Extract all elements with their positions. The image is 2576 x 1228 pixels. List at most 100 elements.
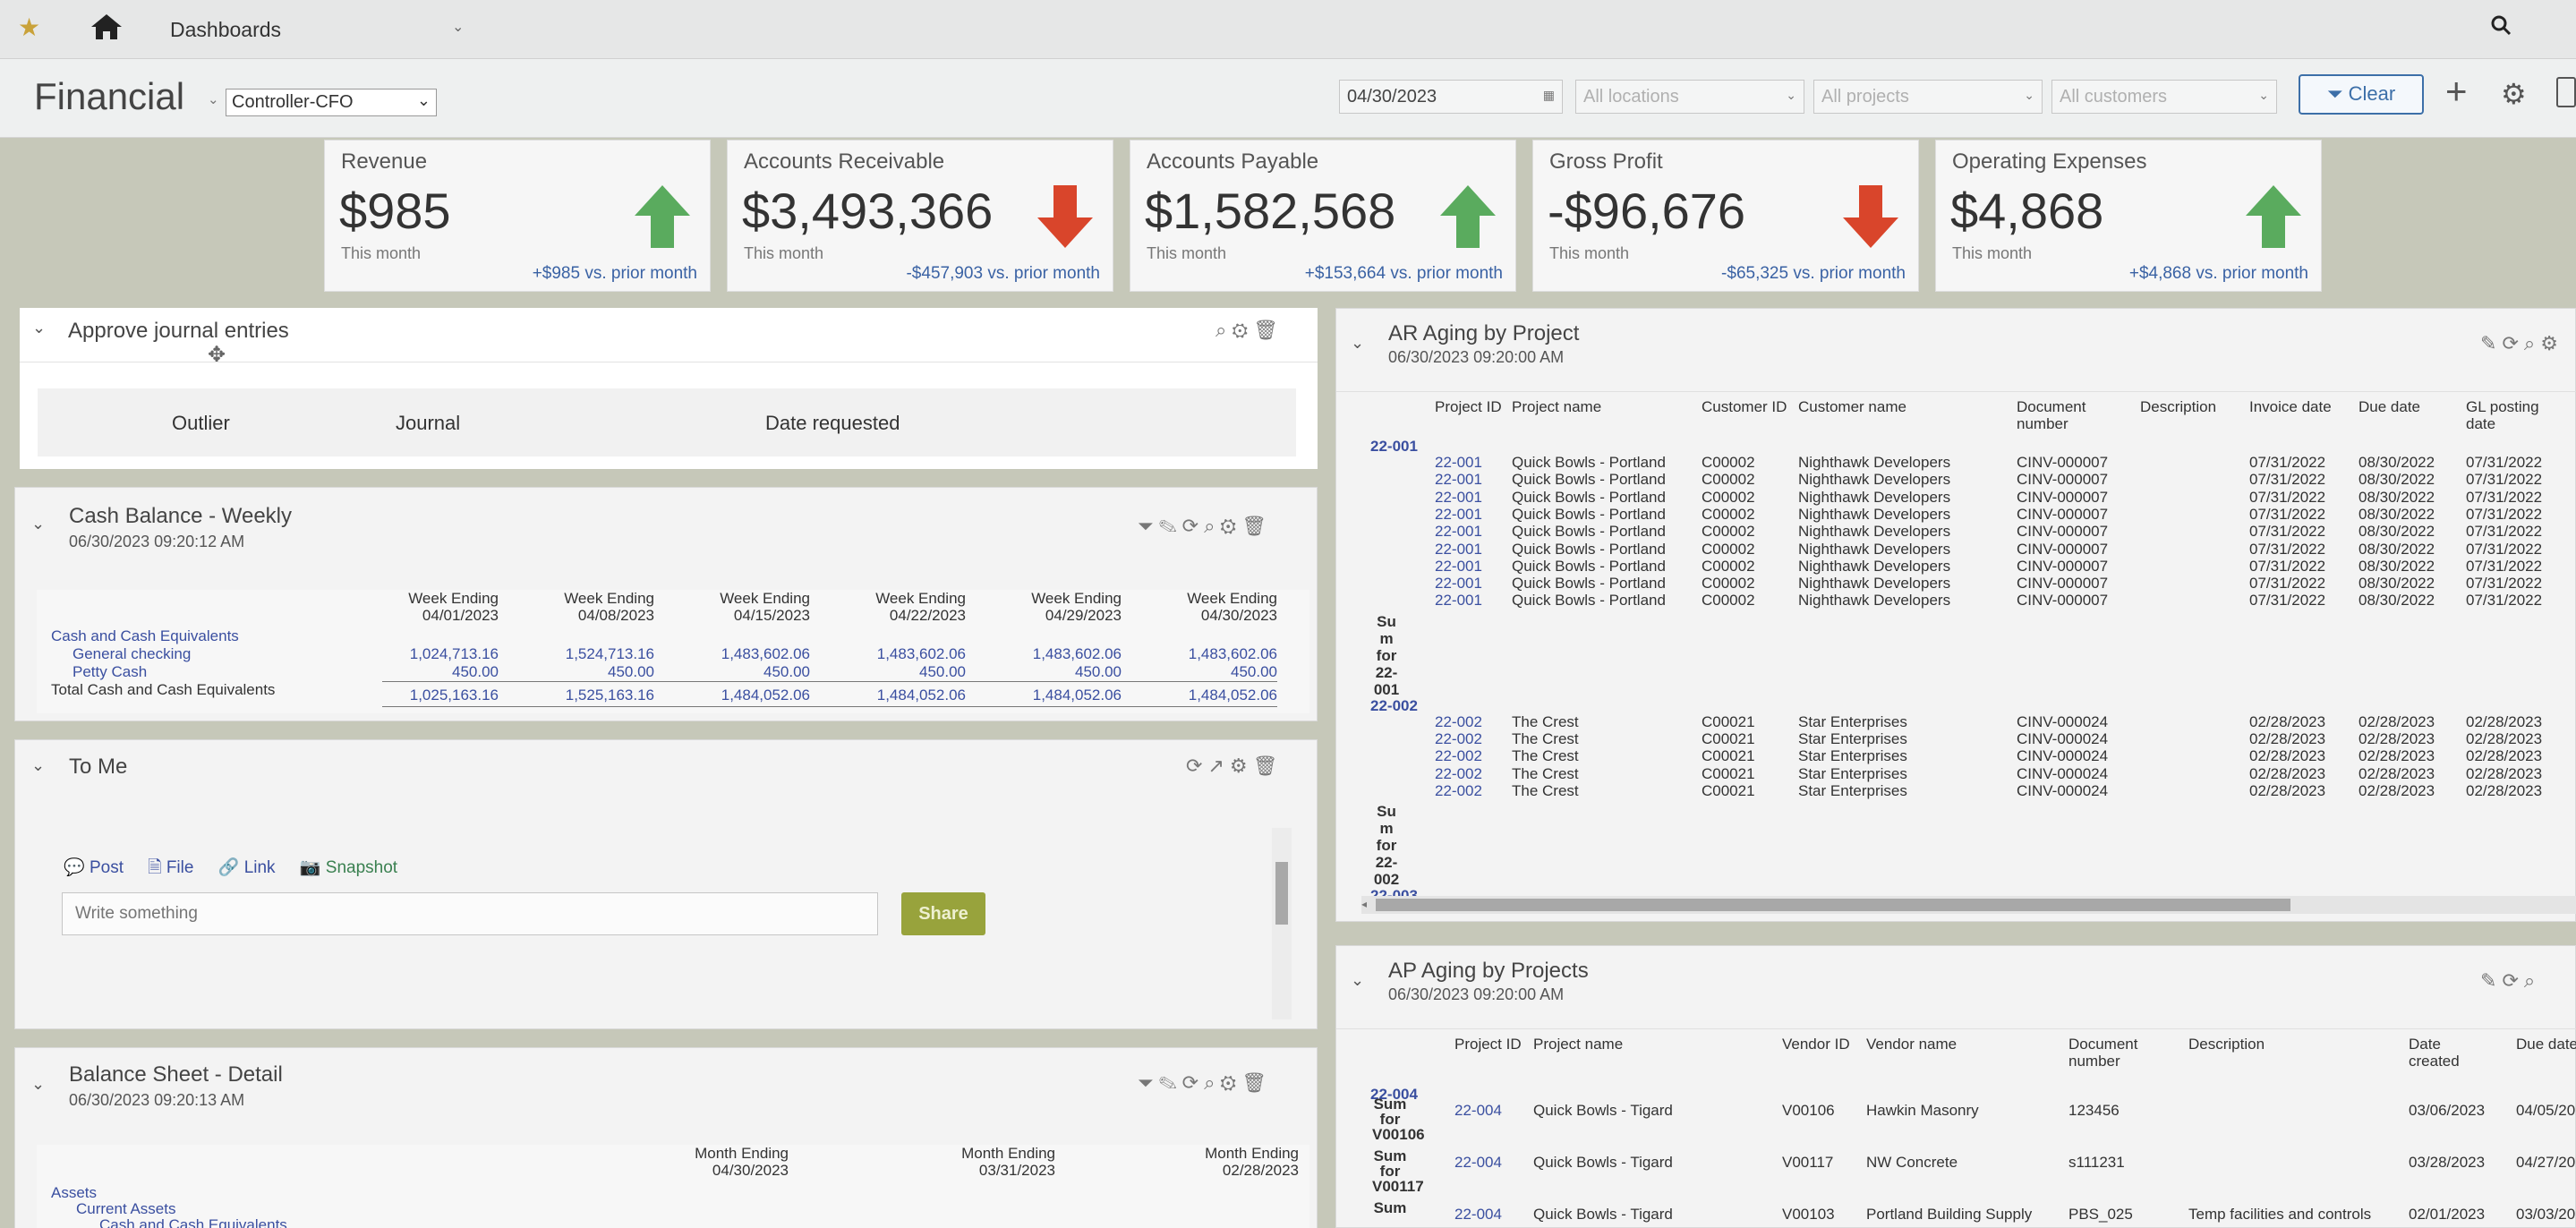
group-id[interactable]: 22-002 [1370, 696, 1418, 714]
group-label[interactable]: Cash and Cash Equivalents [51, 627, 239, 644]
column-header[interactable]: Project ID [1435, 398, 1502, 415]
column-header[interactable]: Date created [2409, 1036, 2460, 1070]
scrollbar-thumb[interactable] [1376, 899, 2290, 911]
column-header[interactable]: Document number [2068, 1036, 2138, 1070]
table-cell[interactable]: 22-004 [1454, 1206, 1502, 1223]
search-icon[interactable]: ⌕ [1204, 1071, 1221, 1094]
horizontal-scrollbar[interactable]: ◂ [1361, 896, 2576, 914]
table-cell[interactable]: 22-001 [1435, 505, 1482, 523]
copy-icon[interactable] [2556, 77, 2576, 107]
column-header[interactable]: Outlier [172, 412, 230, 434]
column-header[interactable]: Vendor name [1866, 1036, 1958, 1053]
filter-icon[interactable]: ⏷ [1138, 515, 1159, 537]
total-value[interactable]: 1,025,163.16 [409, 686, 499, 704]
trash-icon[interactable]: 🗑 [1252, 755, 1284, 777]
cell-value[interactable]: 450.00 [452, 663, 499, 680]
filter-icon[interactable]: ⏷ [1138, 1071, 1159, 1094]
locations-filter[interactable]: All locations ⌄ [1575, 80, 1804, 114]
total-value[interactable]: 1,484,052.06 [1032, 686, 1122, 704]
row-label[interactable]: Assets [51, 1184, 98, 1201]
kpi-comparison[interactable]: +$153,664 vs. prior month [1304, 264, 1503, 283]
table-cell[interactable]: 22-002 [1435, 730, 1482, 747]
search-icon[interactable] [2490, 14, 2512, 42]
cell-value[interactable]: 450.00 [919, 663, 966, 680]
collapse-chevron-icon[interactable]: ⌄ [31, 515, 46, 533]
add-icon[interactable]: + [2445, 70, 2468, 112]
dashboards-menu[interactable]: Dashboards [170, 18, 282, 41]
kpi-comparison[interactable]: -$65,325 vs. prior month [1721, 264, 1906, 283]
collapse-chevron-icon[interactable]: ⌄ [1351, 971, 1365, 989]
column-header[interactable]: Customer ID [1702, 398, 1787, 415]
tab-snapshot[interactable]: 📷 Snapshot [300, 858, 397, 877]
gear-icon[interactable]: ⚙ [1220, 515, 1242, 537]
column-header[interactable]: Vendor ID [1782, 1036, 1850, 1053]
date-filter[interactable]: 04/30/2023 ▦ [1339, 80, 1563, 114]
scrollbar-thumb[interactable] [1275, 862, 1288, 925]
kpi-card[interactable]: Accounts Payable $1,582,568 This month +$15… [1130, 140, 1516, 292]
kpi-comparison[interactable]: +$4,868 vs. prior month [2128, 264, 2308, 283]
projects-filter[interactable]: All projects ⌄ [1813, 80, 2043, 114]
column-header[interactable]: Week Ending 04/08/2023 [564, 590, 654, 624]
total-value[interactable]: 1,484,052.06 [1188, 686, 1277, 704]
table-cell[interactable]: 22-002 [1435, 712, 1482, 730]
column-header[interactable]: Week Ending 04/29/2023 [1031, 590, 1122, 624]
scroll-left-icon[interactable]: ◂ [1361, 898, 1368, 910]
kpi-card[interactable]: Accounts Receivable $3,493,366 This month -… [727, 140, 1113, 292]
cell-value[interactable]: 1,024,713.16 [409, 645, 499, 662]
row-label[interactable]: Cash and Cash Equivalents [99, 1216, 287, 1228]
column-header[interactable]: Project name [1512, 398, 1602, 415]
trash-icon[interactable]: 🗑 [1241, 1071, 1273, 1094]
column-header[interactable]: Journal [396, 412, 461, 434]
gear-icon[interactable]: ⚙ [2540, 332, 2563, 354]
collapse-chevron-icon[interactable]: ⌄ [32, 319, 47, 337]
column-header[interactable]: Invoice date [2249, 398, 2332, 415]
total-value[interactable]: 1,525,163.16 [565, 686, 654, 704]
cell-value[interactable]: 450.00 [1075, 663, 1122, 680]
total-value[interactable]: 1,484,052.06 [876, 686, 966, 704]
kpi-comparison[interactable]: +$985 vs. prior month [532, 264, 697, 283]
tab-post[interactable]: 💬 Post [64, 858, 124, 877]
post-input[interactable] [62, 892, 878, 935]
group-id[interactable]: 22-004 [1370, 1086, 1418, 1103]
table-cell[interactable]: 22-002 [1435, 747, 1482, 765]
customers-filter[interactable]: All customers ⌄ [2051, 80, 2277, 114]
total-value[interactable]: 1,484,052.06 [721, 686, 810, 704]
cell-value[interactable]: 1,483,602.06 [876, 645, 966, 662]
kpi-comparison[interactable]: -$457,903 vs. prior month [906, 264, 1100, 283]
search-icon[interactable]: ⌕ [1215, 319, 1233, 341]
column-header[interactable]: Week Ending 04/30/2023 [1187, 590, 1277, 624]
cell-value[interactable]: 450.00 [608, 663, 654, 680]
column-header[interactable]: Month Ending 02/28/2023 [1205, 1145, 1299, 1179]
kpi-card[interactable]: Revenue $985 This month +$985 vs. prior mon… [324, 140, 711, 292]
collapse-chevron-icon[interactable]: ⌄ [31, 1075, 46, 1093]
favorite-star-icon[interactable]: ★ [18, 13, 41, 41]
table-cell[interactable]: 22-001 [1435, 540, 1482, 558]
clear-filters-button[interactable]: ⏷ Clear [2299, 74, 2424, 115]
refresh-icon[interactable]: ⟳ [2502, 332, 2524, 354]
table-cell[interactable]: 22-001 [1435, 471, 1482, 489]
table-cell[interactable]: 22-004 [1454, 1154, 1502, 1171]
home-icon[interactable] [90, 13, 124, 41]
kpi-card[interactable]: Operating Expenses $4,868 This month +$4,86… [1935, 140, 2322, 292]
tab-link[interactable]: 🔗 Link [218, 858, 276, 877]
chevron-down-icon[interactable]: ⌄ [452, 20, 465, 35]
external-link-icon[interactable]: ↗ [1207, 755, 1230, 777]
column-header[interactable]: Date requested [765, 412, 900, 434]
column-header[interactable]: Due date [2516, 1036, 2576, 1053]
gear-icon[interactable]: ⚙ [1232, 319, 1254, 341]
group-id[interactable]: 22-001 [1370, 438, 1418, 455]
search-icon[interactable]: ⌕ [1204, 515, 1221, 537]
chevron-down-icon[interactable]: ⌄ [208, 92, 219, 107]
edit-icon[interactable]: ✎ [1158, 515, 1182, 537]
trash-icon[interactable]: 🗑 [1253, 319, 1284, 341]
gear-icon[interactable]: ⚙ [1229, 755, 1253, 777]
edit-icon[interactable]: ✎ [1158, 1071, 1182, 1094]
column-header[interactable]: Description [2140, 398, 2217, 415]
column-header[interactable]: Due date [2358, 398, 2420, 415]
calendar-icon[interactable]: ▦ [1542, 88, 1555, 102]
column-header[interactable]: Document number [2017, 398, 2086, 432]
column-header[interactable]: Project name [1533, 1036, 1624, 1053]
cell-value[interactable]: 1,483,602.06 [1188, 645, 1277, 662]
search-icon[interactable]: ⌕ [2523, 969, 2541, 992]
cell-value[interactable]: 1,524,713.16 [565, 645, 654, 662]
